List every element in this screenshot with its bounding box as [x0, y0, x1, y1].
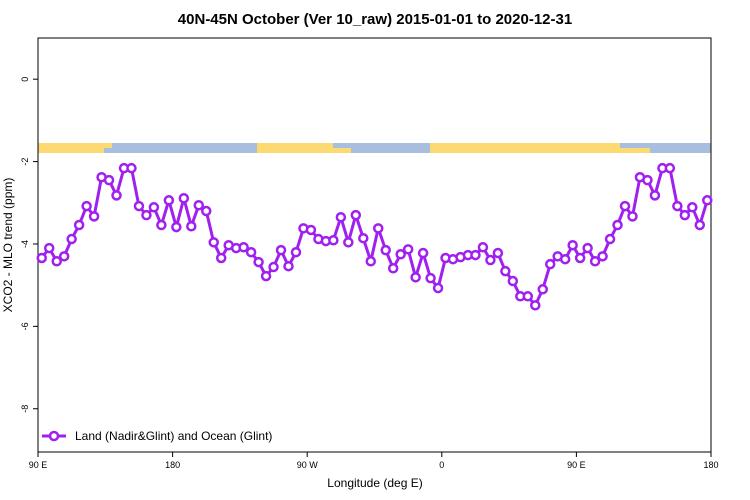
data-point [559, 253, 571, 265]
data-point [208, 237, 219, 248]
data-point [238, 242, 249, 253]
data-point [156, 219, 167, 231]
data-point [141, 209, 152, 221]
data-point [305, 224, 317, 236]
data-point [612, 219, 623, 231]
data-point [500, 265, 511, 277]
legend: Land (Nadir&Glint) and Ocean (Glint) [42, 429, 272, 443]
data-point [522, 291, 534, 302]
y-tick-label: -8 [20, 405, 30, 413]
data-point [604, 233, 616, 245]
data-point [193, 199, 205, 211]
data-point [387, 263, 399, 274]
y-tick-label: -2 [20, 158, 30, 166]
data-point [365, 256, 377, 267]
data-point [290, 246, 302, 258]
data-point [694, 219, 706, 231]
data-point [66, 233, 77, 245]
data-point [672, 200, 683, 212]
data-point [283, 260, 294, 272]
data-point [148, 202, 160, 213]
y-axis-label: XCO2 - MLO trend (ppm) [1, 178, 15, 313]
data-point [544, 258, 556, 270]
x-tick-label: 90 E [29, 460, 48, 470]
data-point [380, 244, 391, 256]
data-point [649, 190, 661, 201]
data-point [589, 256, 601, 267]
data-point [268, 261, 279, 273]
data-point [372, 223, 384, 234]
data-point [702, 195, 713, 206]
data-point [328, 235, 339, 246]
data-point [215, 252, 227, 264]
data-point [537, 284, 548, 295]
data-point [664, 162, 676, 174]
data-point [343, 237, 354, 248]
x-tick-label: 90 W [297, 460, 319, 470]
data-point [245, 246, 257, 258]
data-point [73, 219, 85, 231]
data-point [507, 275, 519, 287]
data-point [350, 209, 362, 221]
data-point [111, 190, 122, 201]
data-point [126, 162, 137, 174]
y-tick-label: -6 [20, 322, 30, 330]
y-tick-label: 0 [20, 77, 30, 82]
data-point [163, 195, 175, 206]
legend-label: Land (Nadir&Glint) and Ocean (Glint) [75, 429, 272, 443]
data-point [395, 249, 406, 260]
x-axis-label: Longitude (deg E) [327, 476, 422, 490]
data-point [133, 200, 145, 212]
x-tick-label: 0 [439, 460, 444, 470]
plot-frame [37, 37, 712, 453]
data-point [485, 254, 496, 266]
surface-strip [38, 143, 711, 153]
data-point [492, 247, 504, 259]
data-point [619, 200, 631, 212]
data-point [477, 242, 489, 253]
data-point [186, 221, 197, 232]
data-point [103, 174, 115, 186]
data-point [171, 221, 182, 233]
data-point [432, 282, 444, 294]
data-point [358, 232, 369, 244]
data-point [417, 247, 429, 259]
data-point [410, 272, 421, 283]
data-point [58, 251, 70, 262]
data-point [687, 202, 698, 213]
x-tick-label: 180 [703, 460, 718, 470]
chart-title: 40N-45N October (Ver 10_raw) 2015-01-01 … [178, 11, 572, 28]
data-point [425, 272, 436, 284]
data-point [88, 211, 100, 222]
data-point [574, 252, 586, 264]
x-tick-label: 180 [165, 460, 180, 470]
legend-marker [48, 430, 60, 442]
data-point [402, 244, 414, 255]
data-point [530, 300, 541, 311]
data-point [260, 270, 272, 282]
data-point [51, 256, 62, 267]
data-point [597, 251, 608, 262]
data-point [470, 249, 481, 261]
y-tick-label: -4 [20, 240, 30, 248]
data-point [81, 200, 92, 212]
data-point [627, 211, 638, 222]
data-point [178, 192, 190, 204]
data-point [43, 242, 55, 254]
data-point [36, 252, 47, 264]
data-point [335, 211, 347, 223]
x-tick-label: 90 E [567, 460, 586, 470]
data-point [201, 205, 212, 217]
data-point [567, 239, 578, 251]
data-point [582, 242, 593, 254]
data-point [642, 174, 653, 186]
data-point [253, 256, 264, 268]
data-point [275, 244, 287, 256]
data-point [679, 209, 691, 221]
